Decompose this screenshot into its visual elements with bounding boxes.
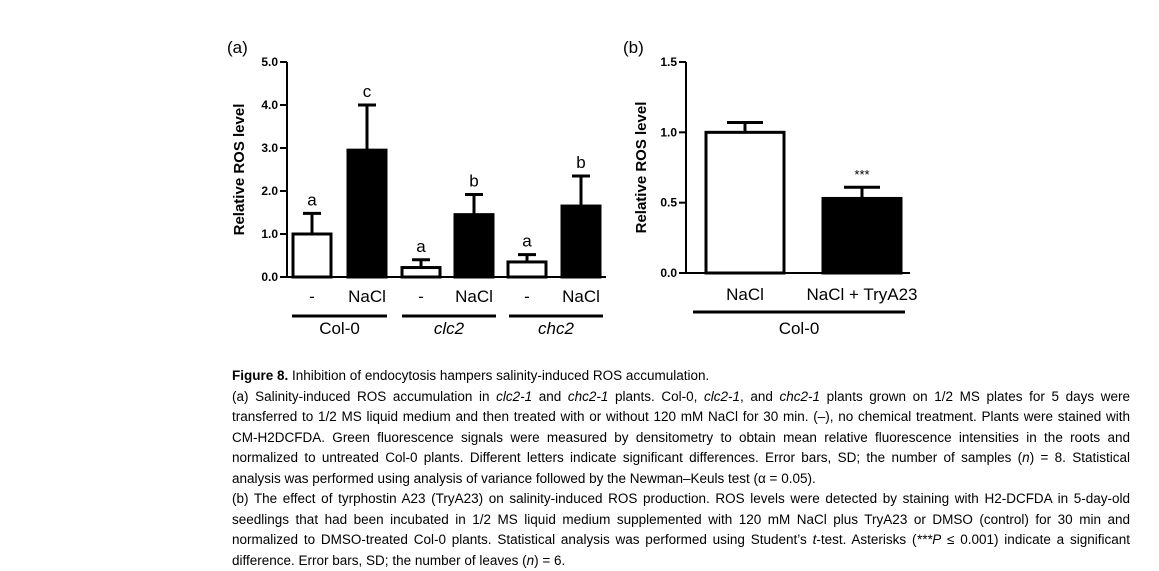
significance-label: b xyxy=(469,171,478,190)
y-axis-label: Relative ROS level xyxy=(633,102,650,234)
significance-label: a xyxy=(522,232,532,251)
category-label: NaCl xyxy=(726,285,764,304)
y-tick-label: 1.0 xyxy=(660,125,677,139)
category-label: - xyxy=(524,287,530,306)
significance-label: b xyxy=(576,153,585,172)
caption-b-text-2: -test. Asterisks ( xyxy=(816,532,917,547)
caption-panel-a: (a) Salinity-induced ROS accumulation in… xyxy=(232,387,1130,490)
bar xyxy=(821,196,903,275)
caption-title: Figure 8. xyxy=(232,368,289,383)
category-label: - xyxy=(418,287,424,306)
caption-a-n: n xyxy=(1022,450,1030,465)
panel-a-chart: (a) 0.0 1.0 2.0 3.0 4.0 5.0 Relative ROS level a… xyxy=(227,38,606,338)
panel-label: (a) xyxy=(227,38,248,57)
group-label: chc2 xyxy=(538,319,574,338)
y-tick-label: 1.0 xyxy=(261,227,278,241)
y-axis-label: Relative ROS level xyxy=(231,104,248,236)
y-tick-label: 3.0 xyxy=(261,141,278,155)
caption-a-chc: chc2-1 xyxy=(567,388,609,404)
significance-label: a xyxy=(307,190,317,209)
bar xyxy=(453,213,495,279)
caption-a-text-3: plants. Col-0, xyxy=(608,388,705,404)
panel-b-chart: (b) 0.0 0.5 1.0 1.5 Relative ROS level NaCl ***… xyxy=(623,38,918,338)
category-label: NaCl + TryA23 xyxy=(806,285,917,304)
y-tick-label: 4.0 xyxy=(261,98,278,112)
figure-8-charts: (a) 0.0 1.0 2.0 3.0 4.0 5.0 Relative ROS level a… xyxy=(227,38,918,338)
caption-panel-b: (b) The effect of tyrphostin A23 (TryA23… xyxy=(232,489,1130,571)
category-label: NaCl xyxy=(455,287,493,306)
caption-b-t: t xyxy=(812,532,817,547)
caption-a-clc-b: clc2-1 xyxy=(704,388,741,404)
group-label: Col-0 xyxy=(779,319,820,338)
caption-b-text-4: ) = 6. xyxy=(534,552,566,568)
panel-label: (b) xyxy=(623,38,644,57)
caption-b-p: ***P xyxy=(916,532,942,547)
significance-label: *** xyxy=(854,167,869,182)
caption-a-chc-b: chc2-1 xyxy=(779,388,821,404)
y-tick-label: 0.0 xyxy=(261,270,278,284)
caption-b-text-1: (b) The effect of tyrphostin A23 (TryA23… xyxy=(232,491,1130,547)
bar xyxy=(704,130,786,275)
caption-a-text-4: , and xyxy=(740,388,780,404)
bar xyxy=(506,260,548,279)
caption-a-text-5: plants grown on 1/2 MS plates for 5 days… xyxy=(232,388,1130,466)
significance-label: a xyxy=(416,237,426,256)
group-label: clc2 xyxy=(434,319,465,338)
figure-caption: Figure 8. Inhibition of endocytosis hamp… xyxy=(232,366,1130,571)
category-label: - xyxy=(309,287,315,306)
caption-a-clc: clc2-1 xyxy=(496,388,533,404)
significance-label: c xyxy=(363,82,372,101)
group-label: Col-0 xyxy=(319,319,360,338)
category-label: NaCl xyxy=(348,287,386,306)
caption-title-line: Figure 8. Inhibition of endocytosis hamp… xyxy=(232,366,1130,387)
y-tick-label: 1.5 xyxy=(660,55,677,69)
caption-b-n: n xyxy=(526,552,535,568)
caption-title-text: Inhibition of endocytosis hampers salini… xyxy=(288,368,710,383)
bar xyxy=(400,266,442,279)
caption-b-text-3: ≤ 0.001) indicate a significant differen… xyxy=(232,532,1130,568)
y-tick-label: 5.0 xyxy=(261,55,278,69)
bar xyxy=(346,148,388,279)
category-label: NaCl xyxy=(562,287,600,306)
caption-a-text-2: and xyxy=(532,388,568,404)
y-tick-label: 0.5 xyxy=(660,196,677,210)
y-tick-label: 0.0 xyxy=(660,266,677,280)
caption-a-text-1: (a) Salinity-induced ROS accumulation in xyxy=(232,388,497,404)
y-tick-label: 2.0 xyxy=(261,184,278,198)
caption-a-text-6: ) = 8. Statistical analysis was performe… xyxy=(232,450,1130,486)
bar xyxy=(560,204,602,279)
bar xyxy=(291,232,333,279)
